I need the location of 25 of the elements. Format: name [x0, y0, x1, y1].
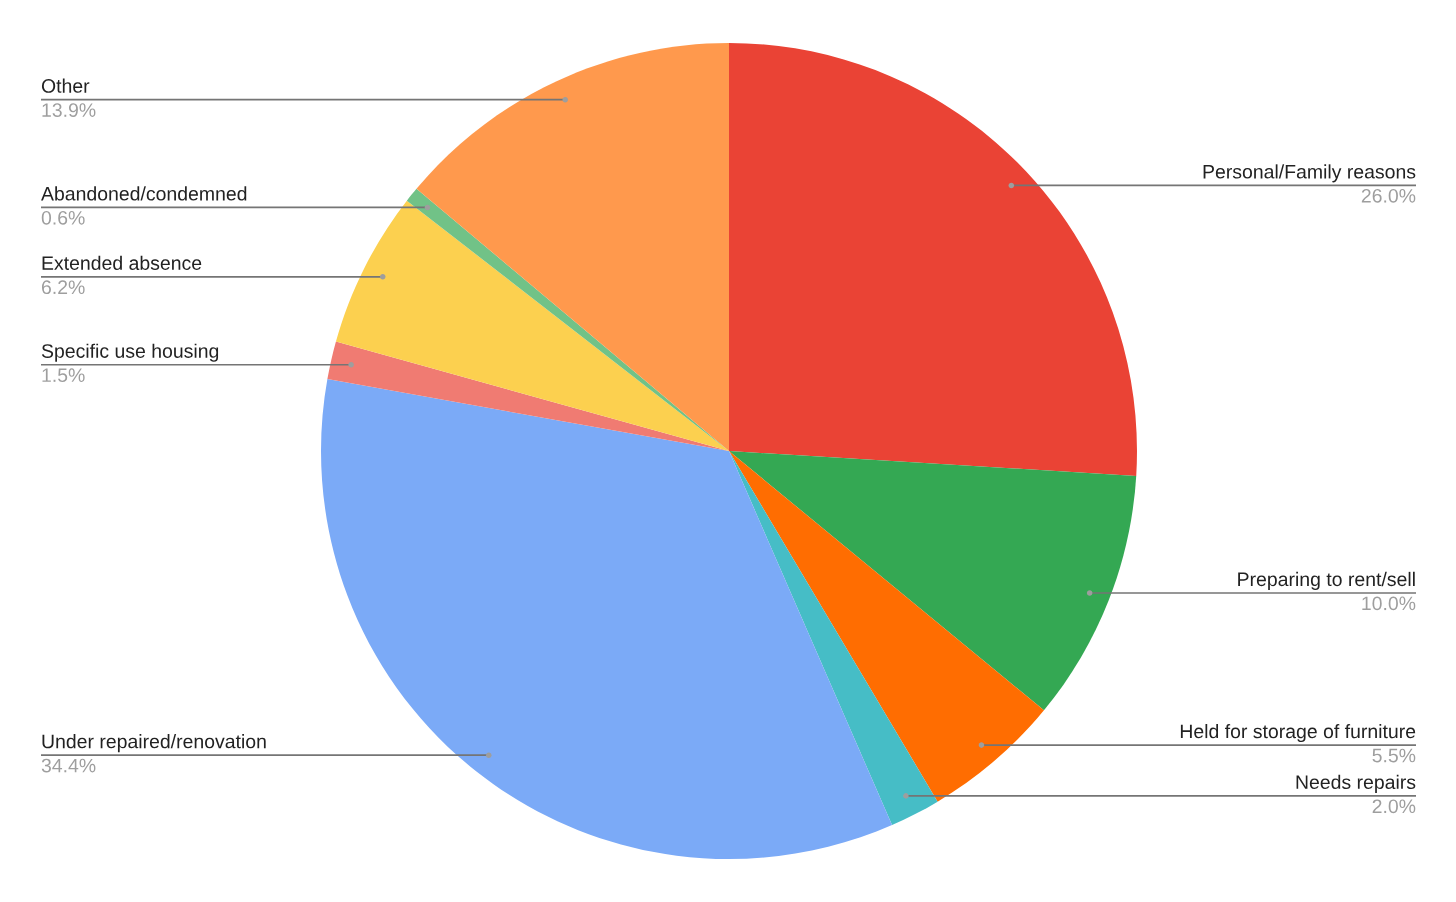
data-label: 2.0% — [1372, 799, 1416, 814]
pie-slice — [416, 43, 729, 451]
slice-label: Personal/Family reasons — [1203, 164, 1416, 183]
pie-slice — [327, 341, 729, 451]
data-label: 10.0% — [1362, 596, 1416, 611]
slice-label: Other — [41, 78, 90, 93]
pie-slice — [321, 379, 893, 859]
pie-slice — [335, 200, 729, 451]
data-label: 0.6% — [41, 210, 85, 225]
data-label: 34.4% — [41, 758, 96, 773]
data-label: 6.2% — [41, 280, 85, 295]
slice-label: Needs repairs — [1296, 774, 1416, 793]
slice-label: Held for storage of furniture — [1180, 723, 1416, 743]
pie-slice — [729, 451, 1137, 711]
data-label: 1.5% — [42, 368, 85, 383]
data-label: 13.9% — [42, 103, 96, 117]
slice-label: Preparing to rent/sell — [1238, 571, 1415, 590]
data-label: 26.0% — [1361, 188, 1416, 203]
slice-label: Under repaired/renovation — [42, 734, 266, 753]
pie-slice — [729, 43, 1137, 476]
slice-label: Abandoned/condemned — [41, 186, 247, 201]
slice-label: Specific use housing — [41, 343, 219, 362]
data-label: 5.5% — [1372, 748, 1416, 763]
slice-label: Extended absence — [42, 255, 202, 270]
pie-slice — [729, 451, 1044, 802]
